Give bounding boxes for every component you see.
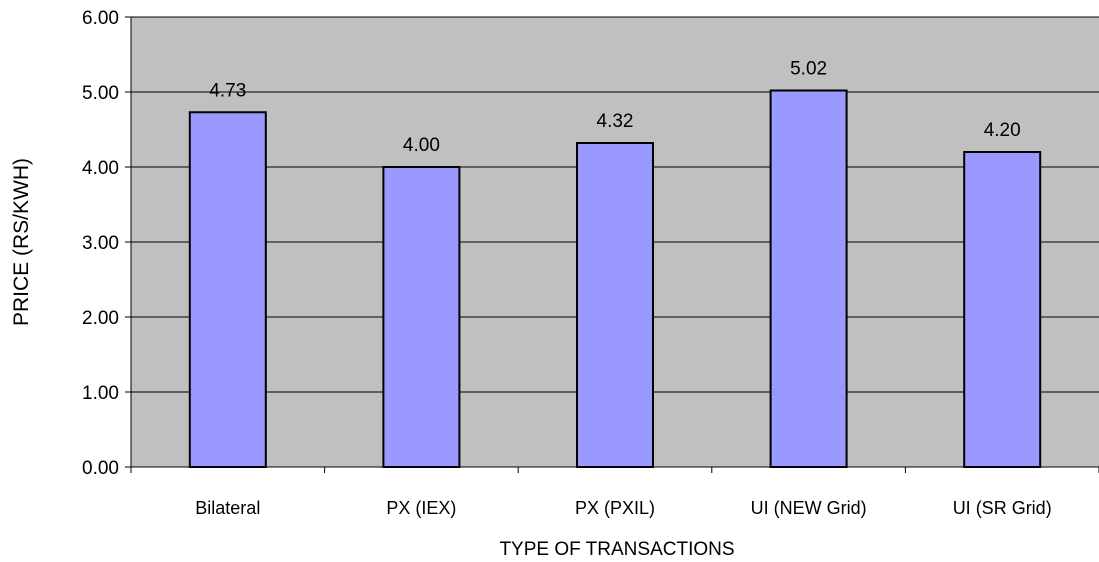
- data-label: 4.00: [403, 135, 440, 156]
- y-axis-title: PRICE (RS/KWH): [10, 158, 33, 326]
- x-category-label: UI (NEW Grid): [751, 498, 867, 518]
- y-tick-label: 5.00: [82, 83, 119, 104]
- bar: [190, 112, 266, 467]
- y-axis: 0.00 1.00 2.00 3.00 4.00 5.00 6.00: [82, 8, 131, 479]
- bar: [964, 152, 1040, 467]
- y-tick-label: 1.00: [82, 383, 119, 404]
- x-axis: Bilateral PX (IEX) PX (PXIL) UI (NEW Grid) U…: [131, 467, 1099, 518]
- bar: [771, 91, 847, 468]
- data-label: 5.02: [790, 59, 827, 80]
- bar: [383, 167, 459, 467]
- y-tick-label: 4.00: [82, 158, 119, 179]
- y-tick-label: 0.00: [82, 458, 119, 479]
- x-category-label: UI (SR Grid): [953, 498, 1052, 518]
- x-category-label: Bilateral: [195, 498, 260, 518]
- x-category-label: PX (IEX): [386, 498, 456, 518]
- data-label: 4.73: [209, 80, 246, 101]
- bar: [577, 143, 653, 467]
- x-axis-title: TYPE OF TRANSACTIONS: [499, 539, 734, 560]
- data-label: 4.32: [597, 111, 634, 132]
- y-tick-label: 3.00: [82, 233, 119, 254]
- x-category-label: PX (PXIL): [575, 498, 655, 518]
- y-tick-label: 6.00: [82, 8, 119, 29]
- y-tick-label: 2.00: [82, 308, 119, 329]
- data-label: 4.20: [984, 120, 1021, 141]
